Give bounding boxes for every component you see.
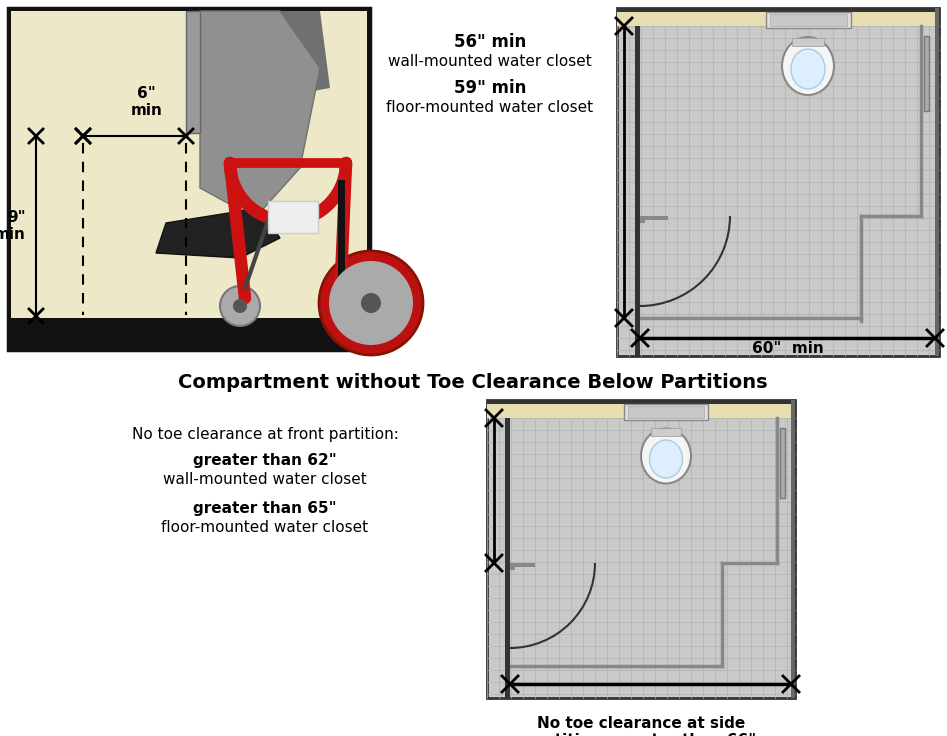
Bar	[780, 428, 785, 498]
Polygon shape	[200, 11, 320, 218]
Text: wall-mounted water closet: wall-mounted water closet	[388, 54, 592, 69]
Bar	[617, 8, 939, 356]
Text: wall-mounted water closet: wall-mounted water closet	[163, 473, 366, 487]
Ellipse shape	[791, 49, 825, 89]
Bar	[628, 406, 704, 418]
Bar	[792, 38, 824, 46]
Bar	[487, 400, 795, 404]
Bar	[268, 201, 318, 233]
Bar	[791, 400, 795, 698]
Text: No toe clearance at side
partition: greater than 66": No toe clearance at side partition: grea…	[526, 716, 756, 736]
Bar	[510, 565, 515, 570]
Text: 56" min: 56" min	[454, 33, 527, 51]
Bar	[487, 400, 795, 698]
Circle shape	[233, 299, 247, 313]
Bar	[8, 8, 370, 350]
Bar	[770, 14, 847, 26]
Bar	[617, 8, 939, 26]
Bar	[487, 400, 795, 418]
Text: No toe clearance at front partition:: No toe clearance at front partition:	[132, 428, 399, 442]
Polygon shape	[156, 208, 280, 258]
Circle shape	[220, 286, 260, 326]
Circle shape	[319, 251, 423, 355]
Ellipse shape	[650, 440, 683, 478]
Ellipse shape	[641, 428, 691, 484]
Bar	[11, 11, 367, 318]
Bar	[505, 418, 510, 698]
Text: 60"  min: 60" min	[752, 341, 823, 356]
Text: floor-mounted water closet: floor-mounted water closet	[386, 101, 594, 116]
Bar	[935, 8, 939, 356]
Bar	[617, 8, 939, 12]
Bar	[635, 26, 640, 356]
Text: greater than 62": greater than 62"	[193, 453, 337, 467]
Ellipse shape	[782, 37, 834, 95]
Bar	[640, 218, 645, 223]
Circle shape	[361, 293, 381, 313]
Polygon shape	[220, 11, 330, 108]
Text: 6"
min: 6" min	[131, 85, 163, 118]
Text: 59" min: 59" min	[454, 79, 527, 97]
Bar	[651, 428, 681, 436]
Bar	[510, 563, 535, 567]
Bar	[624, 404, 708, 420]
Text: 9"
min: 9" min	[0, 210, 26, 242]
Bar	[186, 11, 200, 133]
Text: greater than 65": greater than 65"	[193, 500, 337, 515]
Text: Compartment without Toe Clearance Below Partitions: Compartment without Toe Clearance Below …	[178, 372, 768, 392]
Text: floor-mounted water closet: floor-mounted water closet	[161, 520, 368, 536]
Bar	[640, 216, 668, 220]
Circle shape	[329, 261, 413, 345]
Bar	[924, 36, 929, 111]
Bar	[766, 12, 851, 28]
